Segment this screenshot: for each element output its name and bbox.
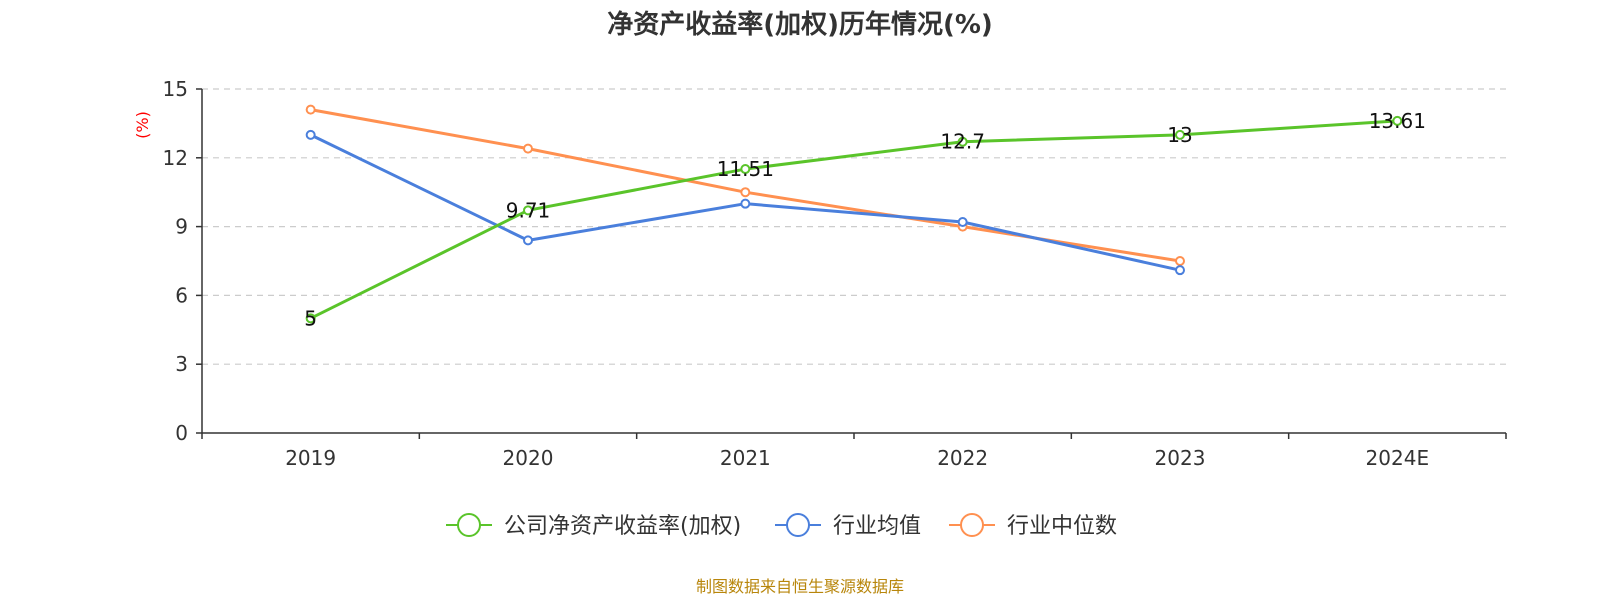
series-point-1	[1175, 265, 1185, 276]
y-tick-label: 3	[175, 352, 188, 376]
series-point-0	[523, 205, 533, 216]
series-point-2	[1175, 256, 1185, 266]
series-point-0	[305, 313, 316, 324]
y-tick-label: 12	[163, 146, 188, 170]
series-point-2	[305, 104, 316, 115]
series-point-1	[740, 198, 751, 209]
series-point-2	[523, 143, 533, 154]
data-label: 5	[304, 306, 317, 330]
data-label: 13	[1167, 123, 1192, 147]
legend-label-0: 公司净资产收益率(加权)	[504, 514, 741, 539]
series-point-0	[957, 136, 968, 147]
y-tick-label: 0	[175, 421, 188, 445]
legend: 公司净资产收益率(加权) 行业均值 行业中位数	[446, 513, 1117, 539]
data-label: 13.61	[1369, 109, 1426, 133]
y-axis-label: (%)	[133, 111, 152, 139]
series-point-1	[305, 129, 316, 140]
legend-marker-1	[786, 513, 810, 537]
chart-title: 净资产收益率(加权)历年情况(%)	[607, 9, 993, 40]
legend-label-2: 行业中位数	[1007, 514, 1117, 539]
y-tick-label: 9	[175, 215, 188, 239]
x-tick-label: 2024E	[1366, 446, 1430, 470]
data-label: 11.51	[717, 157, 774, 181]
series-line-0	[309, 119, 1398, 320]
x-tick-label: 2021	[720, 446, 771, 470]
series-point-2	[740, 187, 751, 198]
legend-marker-2	[960, 513, 984, 537]
x-tick-label: 2020	[503, 446, 554, 470]
series-line-2	[310, 108, 1181, 263]
x-tick-label: 2019	[285, 446, 336, 470]
y-tick-label: 15	[163, 77, 188, 101]
series-point-1	[957, 217, 968, 228]
data-label: 9.71	[506, 198, 551, 222]
series-layer	[305, 104, 1403, 324]
grid-layer	[202, 88, 1506, 365]
axis-layer: 0 3 6 9 12 15 2019 2020 2021 2022 2023 2024E	[163, 77, 1507, 470]
legend-label-1: 行业均值	[833, 514, 921, 539]
series-point-0	[1175, 129, 1185, 140]
series-point-0	[740, 164, 751, 175]
source-note: 制图数据来自恒生聚源数据库	[696, 577, 904, 596]
x-tick-label: 2022	[937, 446, 988, 470]
data-label-layer: 5 9.71 11.51 12.7 13 13.61	[304, 109, 1426, 330]
series-point-1	[523, 235, 533, 246]
series-point-0	[1392, 115, 1403, 126]
x-tick-label: 2023	[1155, 446, 1206, 470]
legend-marker-0	[457, 513, 481, 537]
data-label: 12.7	[940, 130, 985, 154]
y-tick-label: 6	[175, 283, 188, 307]
